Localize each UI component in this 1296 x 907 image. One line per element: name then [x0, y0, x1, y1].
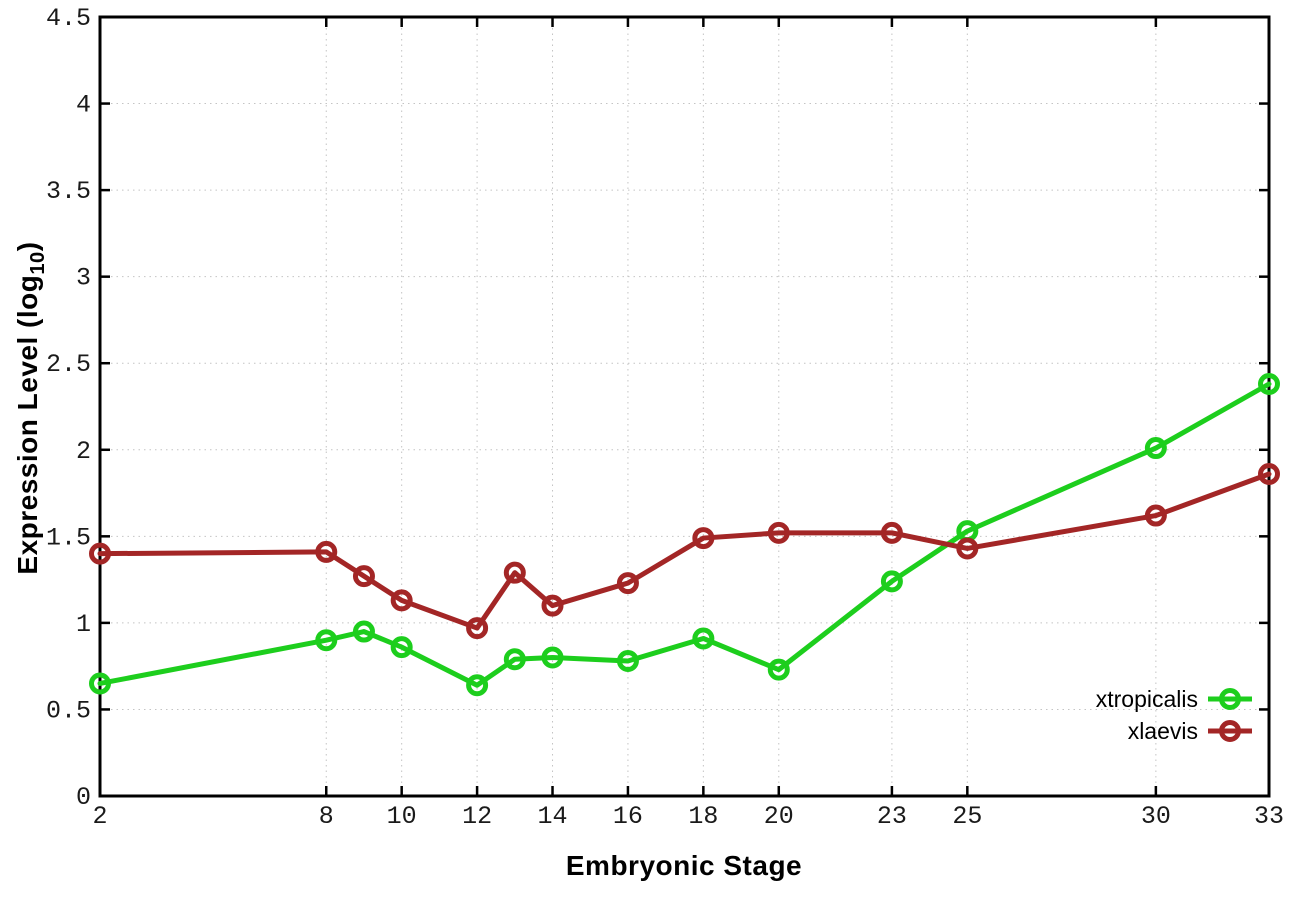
data-point-xtropicalis [89, 672, 111, 695]
x-tick-label: 33 [1254, 802, 1284, 831]
y-tick-label: 4.5 [46, 4, 91, 33]
x-tick-label: 20 [764, 802, 794, 831]
x-tick-label: 2 [92, 802, 107, 831]
y-tick-label: 1 [76, 610, 91, 639]
data-point-xtropicalis [616, 649, 639, 672]
data-point-xtropicalis [352, 620, 375, 643]
x-tick-label: 10 [387, 802, 417, 831]
data-point-xlaevis [767, 521, 790, 544]
data-point-xlaevis [352, 565, 375, 588]
y-axis-label: Expression Level (log10) [12, 241, 50, 574]
data-point-xlaevis [616, 572, 639, 595]
plot-border [98, 15, 1271, 798]
x-tick-label: 23 [877, 802, 907, 831]
series-line-xlaevis [97, 471, 1272, 631]
data-point-xlaevis [692, 527, 715, 550]
data-point-xlaevis [956, 537, 979, 560]
y-tick-label: 1.5 [46, 523, 91, 552]
x-tick-label: 16 [613, 802, 643, 831]
x-tick-label: 25 [952, 802, 982, 831]
legend-label: xlaevis [1127, 717, 1198, 744]
y-tick-label: 2.5 [46, 350, 91, 379]
data-point-xtropicalis [315, 629, 338, 652]
data-point-xtropicalis [880, 570, 903, 593]
data-point-xtropicalis [541, 646, 564, 669]
data-point-xlaevis [880, 521, 903, 544]
data-point-xlaevis [1144, 504, 1167, 527]
x-tick-label: 14 [538, 802, 568, 831]
y-tick-label: 2 [76, 437, 91, 466]
x-tick-label: 18 [688, 802, 718, 831]
y-axis-label-text: Expression Level (log [12, 274, 44, 575]
y-tick-label: 0.5 [46, 696, 91, 725]
y-tick-label: 3 [76, 264, 91, 293]
legend-label: xtropicalis [1095, 685, 1198, 712]
y-tick-label: 0 [76, 783, 91, 812]
series-line-xtropicalis [97, 381, 1272, 688]
legend: xtropicalis xlaevis [1096, 683, 1253, 747]
legend-marker-icon [1208, 720, 1252, 742]
data-point-xlaevis [390, 589, 413, 612]
x-axis-label: Embryonic Stage [565, 850, 803, 881]
x-tick-label: 30 [1141, 802, 1171, 831]
data-point-xlaevis [503, 561, 526, 584]
data-point-xlaevis [466, 617, 489, 640]
x-tick-label: 8 [319, 802, 334, 831]
legend-entry-xtropicalis: xtropicalis [1096, 683, 1253, 715]
legend-marker-icon [1208, 688, 1252, 710]
data-point-xtropicalis [1258, 372, 1280, 395]
data-point-xtropicalis [767, 658, 790, 681]
y-tick-label: 3.5 [46, 177, 91, 206]
data-point-xtropicalis [466, 674, 489, 697]
data-point-xlaevis [1258, 463, 1280, 486]
data-point-xlaevis [315, 540, 338, 563]
y-axis-label-subscript: 10 [26, 251, 49, 275]
legend-entry-xlaevis: xlaevis [1128, 715, 1253, 747]
data-point-xlaevis [89, 542, 111, 565]
data-point-xtropicalis [1144, 437, 1167, 460]
x-tick-label: 12 [462, 802, 492, 831]
y-tick-label: 4 [76, 91, 91, 120]
data-point-xtropicalis [390, 636, 413, 659]
y-axis-label-suffix: ) [12, 241, 44, 252]
data-point-xtropicalis [503, 648, 526, 671]
data-point-xlaevis [541, 594, 564, 617]
data-point-xtropicalis [692, 627, 715, 650]
